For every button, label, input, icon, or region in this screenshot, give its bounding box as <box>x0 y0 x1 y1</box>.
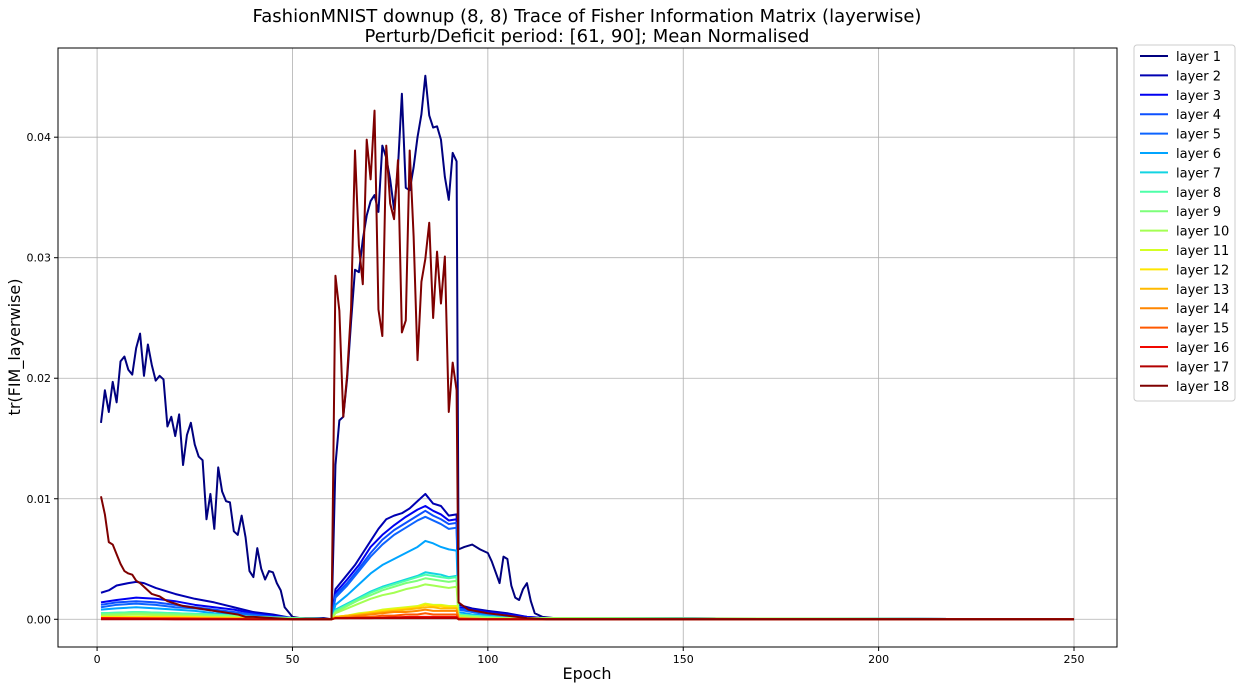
y-tick-label: 0.04 <box>27 131 52 144</box>
legend-label-layer-3: layer 3 <box>1176 89 1221 104</box>
legend-label-layer-7: layer 7 <box>1176 166 1221 181</box>
y-tick-label: 0.03 <box>27 252 52 265</box>
chart-title: FashionMNIST downup (8, 8) Trace of Fish… <box>253 6 922 27</box>
legend-label-layer-8: layer 8 <box>1176 186 1221 201</box>
x-axis-label: Epoch <box>563 664 612 683</box>
legend-label-layer-17: layer 17 <box>1176 360 1229 375</box>
y-tick-label: 0.01 <box>27 493 52 506</box>
series-line-layer-1 <box>99 74 1075 621</box>
legend: layer 1 layer 2 layer 3 layer 4 layer 5 layer… <box>1133 44 1236 402</box>
series-line-layer-5 <box>100 515 1075 621</box>
y-tick-label: 0.02 <box>27 372 52 385</box>
legend-label-layer-6: layer 6 <box>1176 147 1221 162</box>
series-line-layer-3 <box>100 504 1075 621</box>
x-tick-label: 100 <box>477 653 498 666</box>
y-axis-label: tr(FIM_layerwise) <box>5 279 25 416</box>
x-tick-label: 50 <box>285 653 299 666</box>
series-line-layer-18 <box>100 109 1075 621</box>
legend-label-layer-18: layer 18 <box>1176 380 1229 395</box>
legend-label-layer-15: layer 15 <box>1176 322 1229 337</box>
legend-label-layer-14: layer 14 <box>1176 302 1229 317</box>
legend-label-layer-13: layer 13 <box>1176 283 1229 298</box>
legend-label-layer-9: layer 9 <box>1176 205 1221 220</box>
legend-label-layer-12: layer 12 <box>1176 263 1229 278</box>
series-line-layer-4 <box>100 509 1075 621</box>
x-tick-label: 200 <box>868 653 889 666</box>
legend-label-layer-2: layer 2 <box>1176 69 1221 84</box>
legend-label-layer-16: layer 16 <box>1176 341 1229 356</box>
legend-label-layer-4: layer 4 <box>1176 108 1221 123</box>
legend-label-layer-10: layer 10 <box>1176 225 1229 240</box>
grid <box>58 48 1117 647</box>
legend-label-layer-1: layer 1 <box>1176 50 1221 65</box>
x-tick-label: 0 <box>94 653 101 666</box>
chart-subtitle: Perturb/Deficit period: [61, 90]; Mean N… <box>365 26 810 47</box>
plot-frame <box>57 47 1118 648</box>
axis-ticks: 0 50 100 150 200 250 0.00 0.01 0.02 0.03 0.04 <box>27 131 1085 666</box>
x-tick-label: 250 <box>1064 653 1085 666</box>
legend-label-layer-5: layer 5 <box>1176 128 1221 143</box>
y-tick-label: 0.00 <box>27 613 52 626</box>
legend-label-layer-11: layer 11 <box>1176 244 1229 259</box>
x-tick-label: 150 <box>673 653 694 666</box>
plot-lines <box>99 74 1075 621</box>
